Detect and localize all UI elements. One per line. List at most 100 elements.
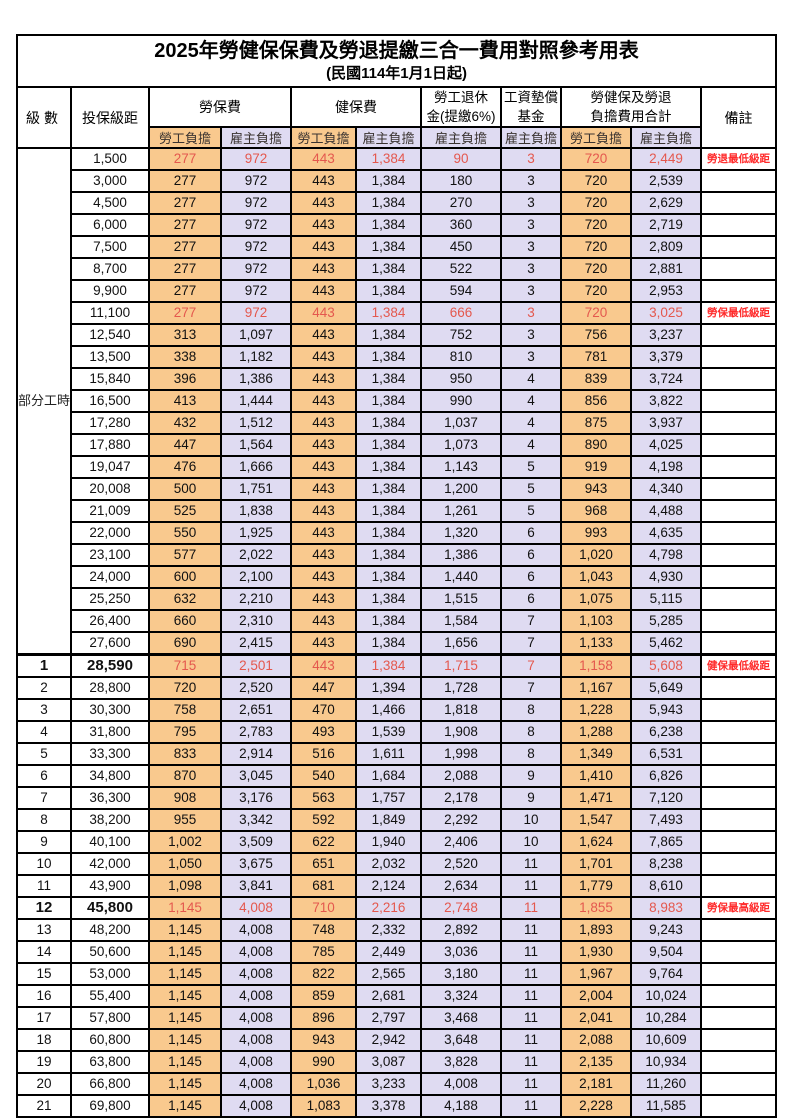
value-cell: 666 [420, 301, 502, 325]
level-cell: 2 [16, 676, 72, 700]
table-row: 7 36,300 908 3,176 563 1,757 2,178 9 1,471 7,120 [16, 786, 778, 810]
value-cell: 3,045 [220, 764, 292, 788]
value-cell: 896 [290, 1006, 357, 1030]
value-cell: 1,384 [355, 477, 422, 501]
header-pension-line1: 勞工退休 [434, 90, 488, 105]
value-cell: 2,449 [630, 147, 702, 171]
value-cell: 1,624 [560, 830, 632, 854]
remark-cell [699, 367, 778, 391]
remark-cell [699, 477, 778, 501]
remark-cell [699, 433, 778, 457]
level-cell: 3 [16, 698, 72, 722]
value-cell: 7 [500, 631, 562, 656]
value-cell: 972 [220, 257, 292, 281]
table-row: 21,009 525 1,838 443 1,384 1,261 5 968 4,488 [17, 499, 778, 523]
value-cell: 277 [148, 213, 222, 237]
bracket-cell: 21,009 [70, 499, 150, 523]
value-cell: 1,386 [420, 543, 502, 567]
bracket-cell: 15,840 [70, 367, 150, 391]
table-row: 3 30,300 758 2,651 470 1,466 1,818 8 1,228 5,943 [16, 698, 778, 722]
value-cell: 1,466 [355, 698, 422, 722]
value-cell: 3,087 [355, 1050, 422, 1074]
value-cell: 9,504 [630, 940, 702, 964]
value-cell: 2,797 [355, 1006, 422, 1030]
value-cell: 756 [560, 323, 632, 347]
value-cell: 7 [500, 609, 562, 633]
value-cell: 443 [290, 521, 357, 545]
value-cell: 1,515 [420, 587, 502, 611]
bracket-cell: 11,100 [70, 301, 150, 325]
page-subtitle: (民國114年1月1日起) [326, 65, 467, 82]
value-cell: 4 [500, 367, 562, 391]
value-cell: 1,564 [220, 433, 292, 457]
value-cell: 4,008 [220, 984, 292, 1008]
table-row: 16,500 413 1,444 443 1,384 990 4 856 3,822 [17, 389, 778, 413]
value-cell: 3 [500, 147, 562, 171]
value-cell: 500 [148, 477, 222, 501]
value-cell: 1,855 [560, 896, 632, 920]
subheader-wage-fund-employer: 雇主負擔 [500, 126, 562, 149]
remark-cell: 勞保最高級距 [699, 896, 778, 920]
bracket-cell: 9,900 [70, 279, 150, 303]
value-cell: 2,520 [220, 676, 292, 700]
value-cell: 90 [420, 147, 502, 171]
header-health-insurance: 健保費 [290, 86, 422, 128]
value-cell: 3 [500, 191, 562, 215]
value-cell: 1,384 [355, 147, 422, 171]
table-row: 17 57,800 1,145 4,008 896 2,797 3,468 11 2,041 10… [16, 1006, 778, 1030]
value-cell: 3 [500, 279, 562, 303]
value-cell: 4,798 [630, 543, 702, 567]
remark-cell [699, 279, 778, 303]
value-cell: 3,176 [220, 786, 292, 810]
value-cell: 443 [290, 323, 357, 347]
value-cell: 443 [290, 433, 357, 457]
header-wage-fund-line2: 基金 [517, 109, 545, 124]
value-cell: 810 [420, 345, 502, 369]
remark-cell [699, 499, 778, 523]
value-cell: 550 [148, 521, 222, 545]
value-cell: 4,488 [630, 499, 702, 523]
value-cell: 1,384 [355, 213, 422, 237]
value-cell: 720 [148, 676, 222, 700]
value-cell: 3,648 [420, 1028, 502, 1052]
remark-cell [699, 830, 778, 854]
value-cell: 10,934 [630, 1050, 702, 1074]
value-cell: 180 [420, 169, 502, 193]
value-cell: 1,384 [355, 543, 422, 567]
value-cell: 1,838 [220, 499, 292, 523]
value-cell: 1,818 [420, 698, 502, 722]
table-row: 1 28,590 715 2,501 443 1,384 1,715 7 1,158 5,608 健… [16, 653, 778, 678]
value-cell: 5 [500, 455, 562, 479]
value-cell: 2,088 [420, 764, 502, 788]
value-cell: 600 [148, 565, 222, 589]
remark-cell [699, 808, 778, 832]
value-cell: 1,384 [355, 587, 422, 611]
value-cell: 4,188 [420, 1094, 502, 1118]
value-cell: 1,444 [220, 389, 292, 413]
value-cell: 443 [290, 499, 357, 523]
premium-reference-table: 2025年勞健保保費及勞退提繳三合一費用對照參考用表 (民國114年1月1日起)… [15, 34, 778, 1118]
value-cell: 1,288 [560, 720, 632, 744]
value-cell: 470 [290, 698, 357, 722]
value-cell: 476 [148, 455, 222, 479]
table-body: 部分工時 1,500 277 972 443 1,384 90 3 720 2,449 勞退最低級距… [16, 147, 778, 1118]
value-cell: 1,930 [560, 940, 632, 964]
level-cell: 21 [16, 1094, 72, 1118]
value-cell: 1,512 [220, 411, 292, 435]
value-cell: 3,036 [420, 940, 502, 964]
value-cell: 1,684 [355, 764, 422, 788]
bracket-cell: 57,800 [70, 1006, 150, 1030]
value-cell: 1,728 [420, 676, 502, 700]
level-cell: 6 [16, 764, 72, 788]
value-cell: 1,666 [220, 455, 292, 479]
value-cell: 1,410 [560, 764, 632, 788]
value-cell: 4,008 [220, 918, 292, 942]
value-cell: 11 [500, 852, 562, 876]
value-cell: 1,145 [148, 918, 222, 942]
header-row-burden: 勞工負擔 雇主負擔 勞工負擔 雇主負擔 雇主負擔 雇主負擔 勞工負擔 雇主負擔 [17, 126, 776, 149]
value-cell: 870 [148, 764, 222, 788]
table-row: 13,500 338 1,182 443 1,384 810 3 781 3,379 [17, 345, 778, 369]
table-row: 10 42,000 1,050 3,675 651 2,032 2,520 11 1,701 8,… [16, 852, 778, 876]
value-cell: 443 [290, 147, 357, 171]
bracket-cell: 20,008 [70, 477, 150, 501]
